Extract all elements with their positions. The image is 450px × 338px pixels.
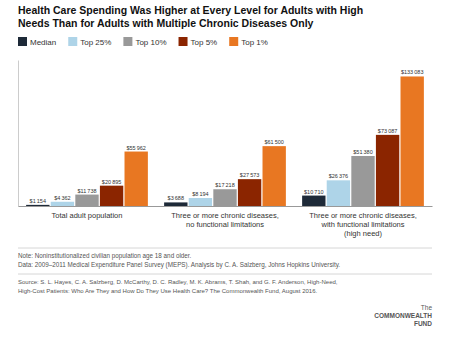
- legend-swatch: [179, 37, 188, 46]
- bar: [51, 202, 74, 206]
- note: Data: 2009–2011 Medical Expenditure Pane…: [18, 261, 340, 269]
- x-tick: Three or more chronic diseases,no functi…: [171, 206, 279, 229]
- plot-area: $1 154 $3 688 $10 710 $4 362 $8 194 $26 376 $1…: [19, 61, 433, 238]
- legend-label: Top 25%: [80, 38, 111, 47]
- bar: [100, 186, 123, 206]
- x-tick-label: Total adult population: [52, 211, 123, 220]
- data-label: $27 573: [240, 172, 259, 178]
- legend-swatch: [229, 37, 238, 46]
- legend-item: Median: [18, 37, 56, 47]
- data-label: $10 710: [304, 189, 323, 195]
- data-label: $61 500: [264, 139, 283, 145]
- title: Health Care Spending Was Higher at Every…: [18, 4, 363, 29]
- data-label: $73 087: [378, 128, 397, 134]
- data-label: $4 362: [54, 195, 70, 201]
- data-labels: $1 154 $3 688 $10 710 $4 362 $8 194 $26 376 $1…: [30, 69, 424, 203]
- source: Source: S. L. Hayes, C. A. Salzberg, D. …: [18, 279, 338, 285]
- bar: [26, 205, 49, 206]
- y-axis: [18, 61, 19, 207]
- data-label: $11 738: [77, 188, 96, 194]
- bar: [125, 152, 148, 206]
- bar: [327, 180, 350, 206]
- bar: [164, 202, 187, 206]
- x-tick: Total adult population: [52, 206, 123, 220]
- bar: [302, 196, 325, 206]
- legend-item: Top 5%: [179, 37, 218, 47]
- data-label: $8 194: [192, 191, 208, 197]
- separator: [18, 248, 432, 249]
- legend-swatch: [68, 37, 77, 46]
- legend-swatch: [123, 37, 132, 46]
- bar: [376, 135, 399, 206]
- chart: Health Care Spending Was Higher at Every…: [0, 0, 450, 338]
- logo-text: COMMONWEALTH: [374, 312, 432, 319]
- legend-label: Top 1%: [241, 38, 268, 47]
- logo-text: FUND: [414, 320, 432, 327]
- bars: [26, 76, 424, 206]
- data-label: $20 895: [102, 179, 121, 185]
- x-tick: Three or more chronic diseases,with func…: [309, 206, 417, 238]
- data-label: $3 688: [168, 195, 184, 201]
- legend-swatch: [18, 37, 27, 46]
- bar: [351, 156, 374, 206]
- y-axis-line: [18, 61, 19, 207]
- bar: [238, 179, 261, 206]
- legend-label: Top 10%: [135, 38, 166, 47]
- data-label: $51 380: [353, 149, 372, 155]
- legend-item: Top 1%: [229, 37, 268, 47]
- bar: [213, 189, 236, 206]
- x-axis: Total adult population Three or more chro…: [19, 206, 433, 238]
- separator: [18, 274, 432, 275]
- x-tick-label: Three or more chronic diseases,no functi…: [171, 211, 279, 229]
- bar: [189, 198, 212, 206]
- bar: [401, 76, 424, 206]
- data-label: $55 962: [126, 145, 145, 151]
- data-label: $133 083: [401, 69, 424, 75]
- legend-label: Top 5%: [191, 38, 218, 47]
- note: Note: Noninstitutionalized civilian popu…: [18, 252, 192, 260]
- source: High-Cost Patients: Who Are They and How…: [18, 288, 317, 294]
- legend-item: Top 25%: [68, 37, 111, 47]
- data-label: $17 218: [215, 182, 234, 188]
- x-axis-line: [19, 206, 433, 207]
- legend: Median Top 25% Top 10% Top 5% Top 1%: [18, 37, 268, 47]
- logo-text: The: [421, 304, 433, 311]
- data-label: $1 154: [30, 198, 46, 204]
- legend-item: Top 10%: [123, 37, 166, 47]
- legend-label: Median: [30, 38, 56, 47]
- bar: [75, 195, 98, 206]
- bar: [263, 146, 286, 206]
- data-label: $26 376: [329, 173, 348, 179]
- x-tick-label: Three or more chronic diseases,with func…: [309, 211, 417, 237]
